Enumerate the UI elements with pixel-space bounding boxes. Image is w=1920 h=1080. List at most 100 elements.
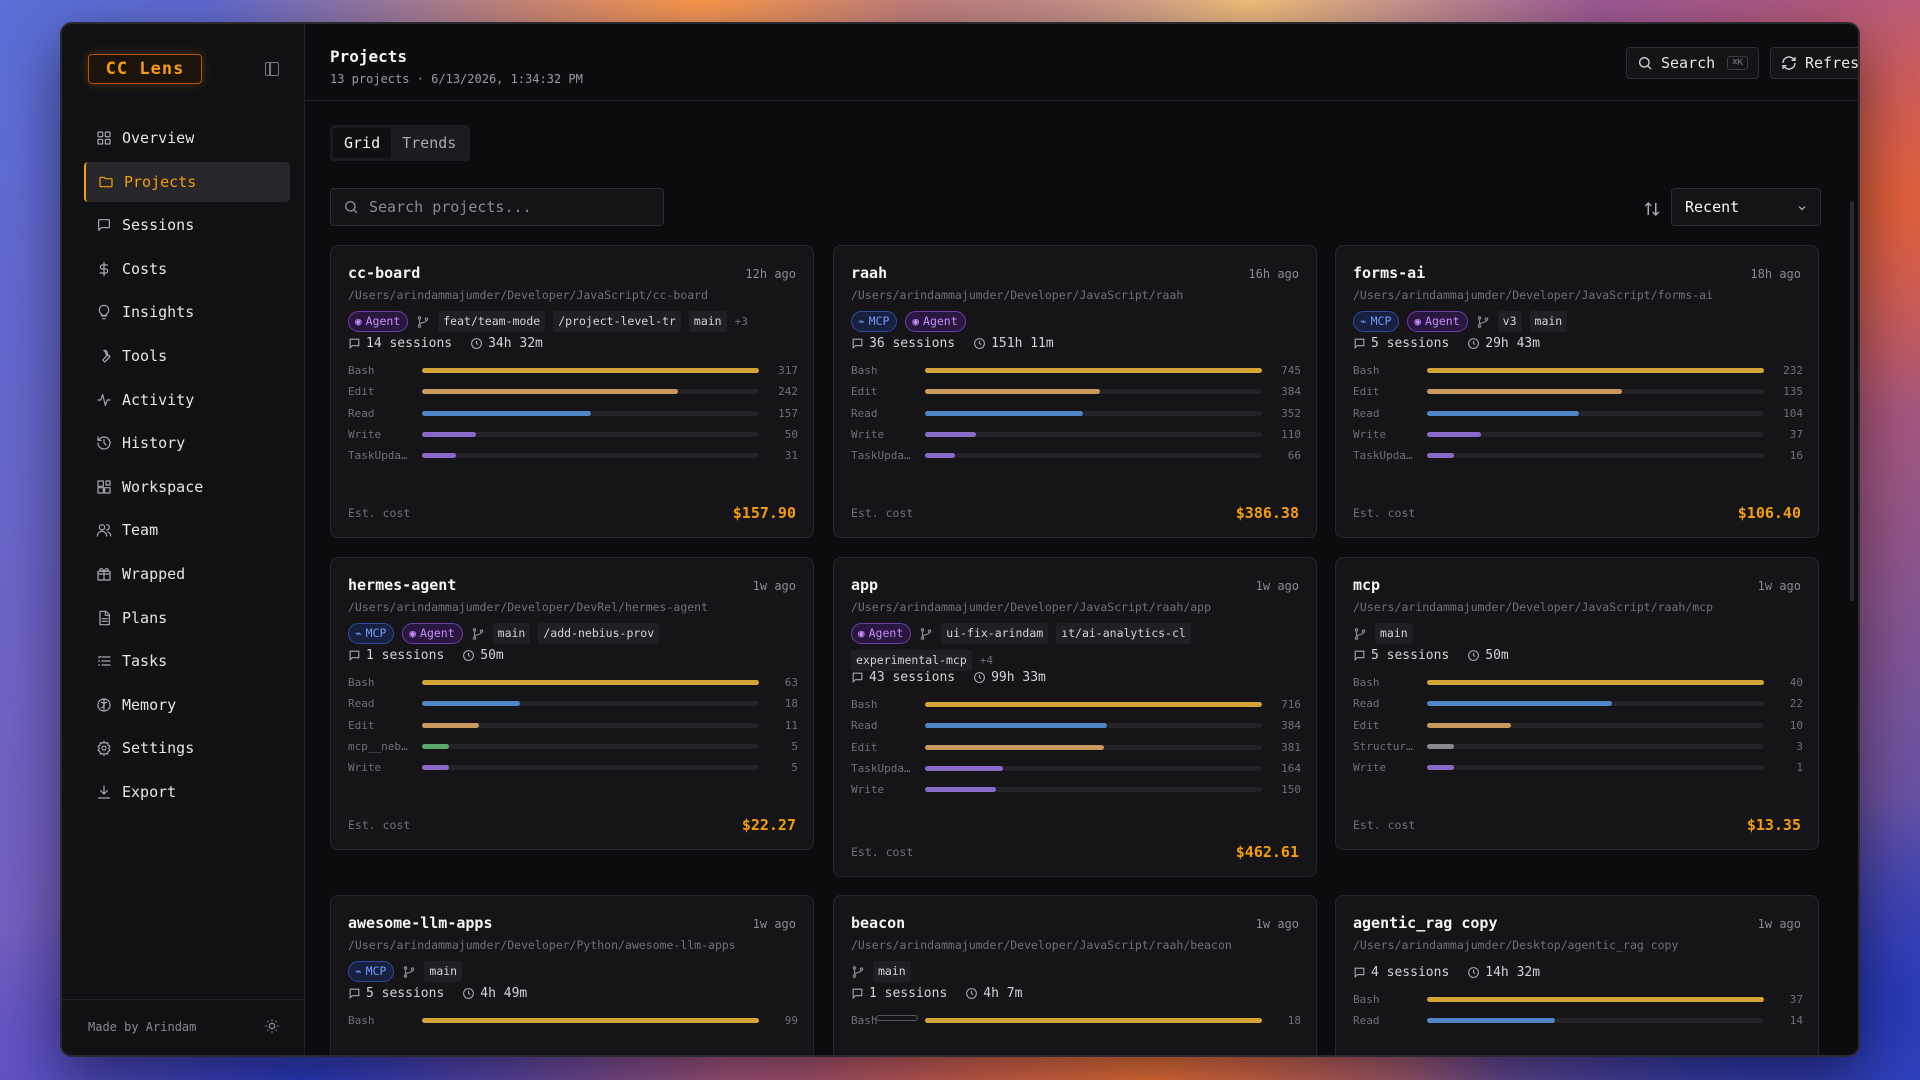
project-name[interactable]: beacon [851, 914, 906, 932]
project-card[interactable]: beacon 1w ago/Users/arindammajumder/Devel… [833, 895, 1317, 1055]
time-text: 99h 33m [991, 670, 1046, 685]
project-name[interactable]: raah [851, 264, 888, 282]
sidebar-item-overview[interactable]: Overview [84, 118, 290, 158]
project-stats: 4 sessions 14h 32m [1353, 965, 1558, 980]
project-card[interactable]: agentic_rag copy 1w ago/Users/arindammaju… [1335, 895, 1819, 1055]
sidebar-item-label: Sessions [122, 216, 195, 235]
sidebar-item-history[interactable]: History [84, 423, 290, 463]
sort-icon[interactable] [1643, 200, 1661, 218]
tool-bar-fill [1427, 722, 1512, 728]
project-name[interactable]: awesome-llm-apps [348, 914, 493, 932]
tool-bar-row: Write 110 [851, 424, 1301, 445]
tool-count: 37 [1789, 993, 1803, 1007]
sidebar-item-export[interactable]: Export [84, 772, 290, 812]
app-logo[interactable]: CC Lens [88, 54, 202, 84]
search-button[interactable]: Search ⌘K [1626, 47, 1760, 79]
sidebar-item-workspace[interactable]: Workspace [84, 467, 290, 507]
tool-bar-fill [422, 368, 759, 374]
search-button-label: Search [1661, 54, 1716, 72]
scrollbar[interactable] [1850, 201, 1854, 601]
project-name[interactable]: app [851, 576, 879, 594]
tool-bar-fill [422, 1018, 759, 1024]
project-card[interactable]: awesome-llm-apps 1w ago/Users/arindammaju… [330, 895, 814, 1055]
project-name[interactable]: cc-board [348, 264, 421, 282]
tool-name: Bash [348, 364, 375, 378]
sidebar-item-team[interactable]: Team [84, 510, 290, 550]
sort-select[interactable]: Recent [1671, 188, 1821, 226]
project-last-active: 1w ago [752, 917, 796, 931]
project-name[interactable]: mcp [1353, 576, 1381, 594]
tool-bar-track [1427, 722, 1764, 728]
sidebar-item-wrapped[interactable]: Wrapped [84, 554, 290, 594]
search-icon [345, 201, 358, 214]
time-text: 29h 43m [1485, 336, 1541, 351]
session-count: 36 sessions [851, 336, 955, 351]
tool-name: Write [851, 783, 885, 797]
project-path: /Users/arindammajumder/Developer/Python/… [348, 938, 736, 952]
sidebar-item-plans[interactable]: Plans [84, 598, 290, 638]
total-time: 34h 32m [470, 336, 543, 351]
tool-bar-row: Edit 135 [1353, 381, 1803, 402]
time-text: 50m [480, 648, 504, 663]
sidebar-item-costs[interactable]: Costs [84, 249, 290, 289]
sidebar-item-tasks[interactable]: Tasks [84, 641, 290, 681]
refresh-button[interactable]: Refresh [1770, 47, 1858, 79]
sidebar-item-projects[interactable]: Projects [84, 161, 290, 202]
cost-row: Est. cost $462.61 [851, 843, 1299, 861]
project-card[interactable]: forms-ai 18h ago/Users/arindammajumder/De… [1335, 245, 1819, 538]
theme-toggle-icon[interactable] [264, 1018, 280, 1034]
tool-bar-fill [1427, 680, 1764, 686]
sidebar-item-activity[interactable]: Activity [84, 380, 290, 420]
tool-bar-fill [925, 432, 976, 438]
tool-bar-row: Edit 384 [851, 381, 1301, 402]
sidebar-nav: Overview Projects Sessions Costs Insights Too… [84, 118, 290, 816]
cost-value: $157.90 [732, 504, 796, 522]
cost-label: Est. cost [851, 845, 914, 859]
session-count: 5 sessions [1353, 336, 1449, 351]
sidebar-item-label: Tools [122, 346, 168, 365]
tool-bar-track [925, 744, 1262, 750]
git-branch-icon [472, 627, 483, 640]
sidebar-item-sessions[interactable]: Sessions [84, 205, 290, 245]
tool-bar-fill [1427, 744, 1454, 750]
sidebar-item-label: Projects [124, 172, 197, 191]
session-count: 1 sessions [348, 648, 444, 663]
tool-bar-row: Bash 716 [851, 694, 1301, 715]
clock-icon [1468, 650, 1480, 661]
sidebar-item-insights[interactable]: Insights [84, 292, 290, 332]
project-card[interactable]: raah 16h ago/Users/arindammajumder/Develo… [833, 245, 1317, 538]
sidebar-collapse-icon[interactable] [265, 62, 279, 76]
project-name[interactable]: forms-ai [1353, 264, 1426, 282]
project-name[interactable]: agentic_rag copy [1353, 914, 1498, 932]
project-card[interactable]: app 1w ago/Users/arindammajumder/Develope… [833, 557, 1317, 877]
sort-select-value: Recent [1685, 198, 1740, 216]
project-search-input[interactable]: Search projects... [330, 188, 664, 226]
project-path: /Users/arindammajumder/Developer/JavaScr… [851, 600, 1212, 614]
tab-trends[interactable]: Trends [402, 134, 457, 152]
sidebar-item-label: Workspace [122, 477, 204, 496]
tab-grid[interactable]: Grid [333, 128, 392, 158]
tool-count: 50 [784, 428, 798, 442]
project-tags: ◉ Agent feat/team-mode/project-level-tr mai… [348, 311, 798, 332]
tool-name: TaskUpda… [1353, 449, 1413, 463]
tool-bar-fill [925, 787, 996, 793]
sidebar-item-memory[interactable]: Memory [84, 685, 290, 725]
badge-label: MCP [365, 964, 387, 978]
message-icon [96, 217, 112, 233]
tool-usage-bars: Bash 317 Edit 242 Read 157 Write 50 TaskUpda… 31 [348, 360, 798, 466]
tool-count: 14 [1789, 1014, 1803, 1028]
project-card[interactable]: hermes-agent 1w ago/Users/arindammajumder… [330, 557, 814, 850]
tool-bar-track [1427, 997, 1764, 1003]
project-card[interactable]: mcp 1w ago/Users/arindammajumder/Develope… [1335, 557, 1819, 850]
git-branch-icon [404, 965, 415, 978]
project-stats: 36 sessions 151h 11m [851, 336, 1072, 351]
tool-bar-fill [1427, 997, 1764, 1003]
project-name[interactable]: hermes-agent [348, 576, 457, 594]
sessions-text: 1 sessions [366, 648, 445, 663]
project-card[interactable]: cc-board 12h ago/Users/arindammajumder/De… [330, 245, 814, 538]
tool-count: 5 [791, 761, 798, 775]
more-branches: +3 [734, 315, 748, 328]
sidebar-item-settings[interactable]: Settings [84, 728, 290, 768]
resize-handle[interactable] [876, 1015, 918, 1021]
sidebar-item-tools[interactable]: Tools [84, 336, 290, 376]
